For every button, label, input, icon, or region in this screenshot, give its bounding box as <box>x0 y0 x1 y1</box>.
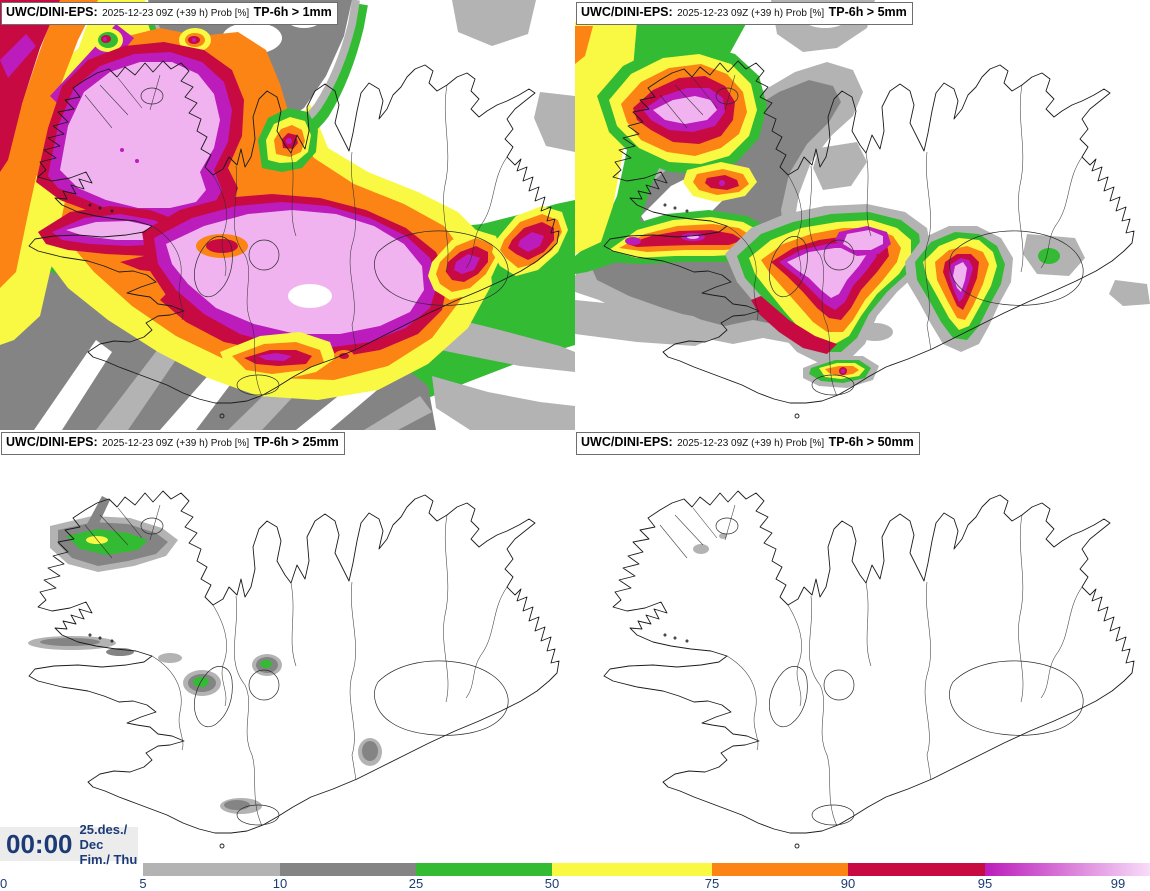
model-name: UWC/DINI-EPS: <box>581 5 673 19</box>
legend-segment <box>985 863 1150 876</box>
legend-tick: 99 <box>1110 876 1126 891</box>
model-name: UWC/DINI-EPS: <box>6 5 98 19</box>
legend-segment <box>280 863 416 876</box>
legend-tick: 50 <box>544 876 560 891</box>
panel-title-25mm: UWC/DINI-EPS: 2025-12-23 09Z (+39 h) Pro… <box>1 432 345 455</box>
run-meta: 2025-12-23 09Z (+39 h) Prob [%] <box>102 8 250 19</box>
valid-time: 00:00 <box>6 828 73 859</box>
panel-title-50mm: UWC/DINI-EPS: 2025-12-23 09Z (+39 h) Pro… <box>576 432 920 455</box>
legend-segment <box>712 863 848 876</box>
iceland-map-prob-5mm <box>575 0 1150 430</box>
legend-tick: 95 <box>977 876 993 891</box>
panel-tp6h-gt-1mm: UWC/DINI-EPS: 2025-12-23 09Z (+39 h) Pro… <box>0 0 575 430</box>
iceland-map-prob-25mm <box>0 430 575 860</box>
threshold-label: TP-6h > 5mm <box>828 5 907 19</box>
iceland-map-prob-1mm <box>0 0 575 430</box>
panel-tp6h-gt-50mm: UWC/DINI-EPS: 2025-12-23 09Z (+39 h) Pro… <box>575 430 1150 860</box>
run-meta: 2025-12-23 09Z (+39 h) Prob [%] <box>102 438 250 449</box>
legend-bar <box>0 863 1150 876</box>
panel-tp6h-gt-5mm: UWC/DINI-EPS: 2025-12-23 09Z (+39 h) Pro… <box>575 0 1150 430</box>
legend-tick: 5 <box>139 876 147 891</box>
legend-tick: 10 <box>272 876 288 891</box>
legend-segment <box>848 863 985 876</box>
model-name: UWC/DINI-EPS: <box>6 435 98 449</box>
probability-colorbar: 0 5 10 25 50 75 90 95 99 <box>0 860 1150 891</box>
legend-segment <box>143 863 280 876</box>
legend-segment <box>552 863 712 876</box>
valid-date-line: 25.des./ Dec <box>79 821 128 852</box>
legend-ticks: 0 5 10 25 50 75 90 95 99 <box>0 876 1150 891</box>
run-meta: 2025-12-23 09Z (+39 h) Prob [%] <box>677 8 825 19</box>
panel-tp6h-gt-25mm: UWC/DINI-EPS: 2025-12-23 09Z (+39 h) Pro… <box>0 430 575 860</box>
threshold-label: TP-6h > 1mm <box>253 5 332 19</box>
panel-title-5mm: UWC/DINI-EPS: 2025-12-23 09Z (+39 h) Pro… <box>576 2 913 25</box>
iceland-map-prob-50mm <box>575 430 1150 860</box>
valid-weekday-line: Fim./ Thu <box>79 851 138 867</box>
valid-time-box: 00:00 25.des./ Dec Fim./ Thu <box>0 822 138 867</box>
legend-tick: 75 <box>704 876 720 891</box>
valid-date: 25.des./ Dec Fim./ Thu <box>80 822 139 867</box>
legend-tick: 90 <box>840 876 856 891</box>
legend-segment <box>416 863 552 876</box>
threshold-label: TP-6h > 50mm <box>828 435 914 449</box>
legend-tick: 0 <box>0 876 8 891</box>
panel-title-1mm: UWC/DINI-EPS: 2025-12-23 09Z (+39 h) Pro… <box>1 2 338 25</box>
model-name: UWC/DINI-EPS: <box>581 435 673 449</box>
legend-tick: 25 <box>408 876 424 891</box>
threshold-label: TP-6h > 25mm <box>253 435 339 449</box>
run-meta: 2025-12-23 09Z (+39 h) Prob [%] <box>677 438 825 449</box>
legend-segment <box>0 863 143 876</box>
